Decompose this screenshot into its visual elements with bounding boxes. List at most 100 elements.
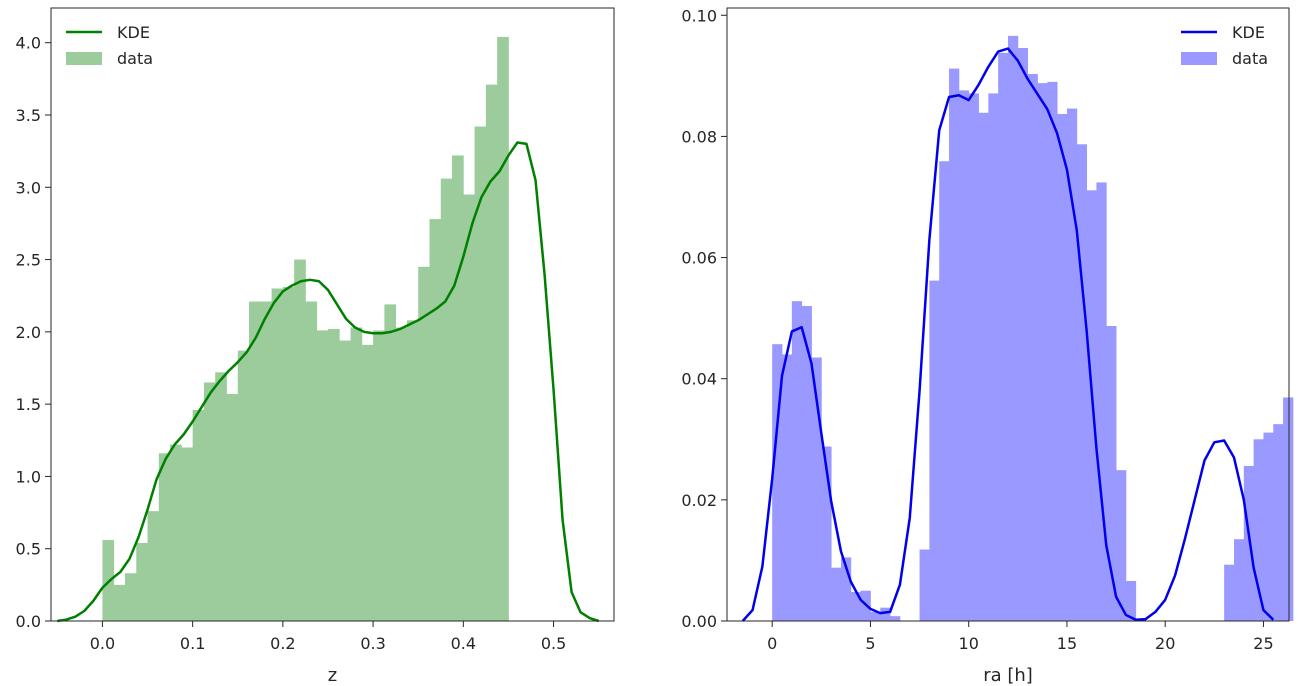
hist-bar bbox=[831, 567, 842, 621]
legend-data-label: data bbox=[1232, 49, 1268, 68]
hist-bar bbox=[327, 328, 340, 621]
hist-bar bbox=[136, 542, 148, 621]
hist-bar bbox=[949, 68, 960, 621]
y-tick-label: 0.02 bbox=[681, 491, 717, 510]
hist-bar bbox=[418, 266, 430, 621]
hist-bar bbox=[124, 573, 137, 621]
x-tick-label: 10 bbox=[959, 634, 979, 653]
hist-bar bbox=[282, 287, 295, 621]
hist-bar bbox=[305, 301, 318, 621]
y-tick-label: 3.0 bbox=[16, 178, 41, 197]
x-tick-label: 5 bbox=[865, 634, 875, 653]
hist-bar bbox=[1027, 74, 1038, 621]
hist-bar bbox=[215, 372, 227, 621]
hist-bar bbox=[485, 84, 498, 621]
hist-bar bbox=[1037, 83, 1048, 622]
y-tick-label: 0.10 bbox=[681, 6, 717, 25]
hist-bar bbox=[192, 409, 205, 621]
hist-bar bbox=[1096, 182, 1107, 621]
hist-bar bbox=[373, 330, 385, 621]
hist-bar bbox=[1066, 108, 1078, 621]
hist-bar bbox=[1116, 470, 1127, 621]
y-tick-label: 2.0 bbox=[16, 323, 41, 342]
hist-bar bbox=[968, 93, 979, 622]
hist-bar bbox=[203, 382, 216, 621]
hist-bar bbox=[294, 259, 306, 621]
hist-bar bbox=[226, 394, 239, 621]
hist-bar bbox=[919, 549, 930, 621]
x-tick-label: 0.2 bbox=[270, 634, 295, 653]
hist-bar bbox=[988, 93, 999, 622]
legend-kde-label: KDE bbox=[117, 23, 150, 42]
y-tick-label: 0.5 bbox=[16, 540, 41, 559]
y-tick-label: 0.06 bbox=[681, 249, 717, 268]
hist-bar bbox=[406, 320, 419, 621]
hist-bar bbox=[452, 155, 464, 621]
axes-frame bbox=[50, 7, 615, 622]
hist-bar bbox=[1125, 581, 1137, 621]
ra-distribution-panel: 0 5 10 15 20 25 0.00 0.02 0.04 0.06 0.08 0.10 ra [h]… bbox=[681, 6, 1294, 686]
y-tick-label: 0.00 bbox=[681, 612, 717, 631]
hist-bar bbox=[249, 301, 261, 621]
hist-bar bbox=[260, 301, 272, 621]
hist-bar bbox=[850, 591, 862, 621]
hist-bar bbox=[113, 584, 126, 621]
legend-data-swatch bbox=[1181, 52, 1217, 65]
hist-bar bbox=[497, 36, 509, 621]
hist-bar bbox=[339, 340, 351, 621]
hist-bar bbox=[350, 327, 363, 621]
kde-line bbox=[57, 141, 600, 623]
x-tick-label: 20 bbox=[1155, 634, 1175, 653]
x-tick-label: 0.3 bbox=[360, 634, 385, 653]
hist-bar bbox=[361, 344, 374, 621]
hist-bar bbox=[821, 446, 832, 621]
hist-bar bbox=[929, 280, 940, 621]
hist-bar bbox=[147, 511, 160, 621]
hist-bar bbox=[316, 330, 329, 621]
hist-bar bbox=[271, 288, 284, 621]
hist-bar bbox=[474, 126, 487, 622]
x-tick-label: 0.5 bbox=[541, 634, 566, 653]
hist-bar bbox=[801, 306, 812, 621]
hist-bar bbox=[1253, 439, 1264, 621]
legend-data-label: data bbox=[117, 49, 153, 68]
hist-bar bbox=[1057, 114, 1068, 622]
x-axis-label: z bbox=[328, 665, 337, 686]
hist-bar bbox=[870, 611, 881, 621]
hist-bar bbox=[791, 301, 803, 621]
hist-bar bbox=[1233, 539, 1245, 621]
x-tick-label: 25 bbox=[1253, 634, 1273, 653]
axes-frame bbox=[726, 7, 1290, 622]
y-tick-label: 0.04 bbox=[681, 370, 717, 389]
hist-bar bbox=[440, 178, 453, 621]
hist-bar bbox=[463, 194, 476, 621]
hist-bar bbox=[384, 304, 397, 621]
hist-bar bbox=[890, 616, 901, 621]
hist-bar bbox=[1263, 432, 1274, 621]
x-tick-label: 0.1 bbox=[180, 634, 205, 653]
hist-bar bbox=[880, 607, 891, 621]
y-tick-label: 1.0 bbox=[16, 467, 41, 486]
hist-bar bbox=[1076, 144, 1088, 621]
y-tick-label: 1.5 bbox=[16, 395, 41, 414]
hist-bar bbox=[772, 344, 783, 621]
hist-bar bbox=[170, 444, 182, 621]
x-tick-label: 0.4 bbox=[451, 634, 476, 653]
hist-bar bbox=[1008, 35, 1019, 621]
hist-bar bbox=[782, 354, 793, 621]
x-axis-label: ra [h] bbox=[983, 665, 1033, 686]
hist-bar bbox=[237, 350, 250, 621]
hist-bar bbox=[958, 90, 970, 621]
y-tick-label: 0.08 bbox=[681, 127, 717, 146]
x-tick-label: 15 bbox=[1057, 634, 1077, 653]
hist-bar bbox=[395, 327, 408, 621]
hist-bar bbox=[1047, 81, 1058, 621]
y-tick-label: 4.0 bbox=[16, 34, 41, 53]
x-tick-label: 0.0 bbox=[90, 634, 115, 653]
y-tick-label: 3.5 bbox=[16, 106, 41, 125]
hist-bar bbox=[1106, 326, 1117, 621]
hist-bar bbox=[998, 52, 1009, 622]
legend-data-swatch bbox=[66, 52, 102, 65]
hist-bar bbox=[181, 447, 194, 621]
